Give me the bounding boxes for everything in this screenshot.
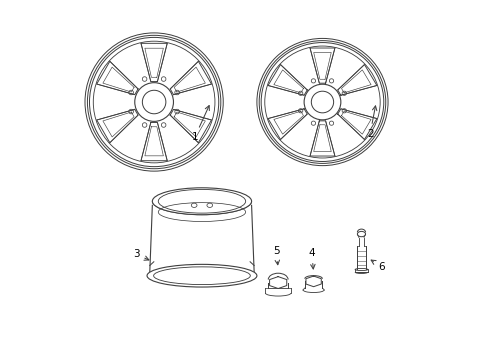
Text: 5: 5 — [272, 246, 279, 265]
Text: 2: 2 — [366, 106, 376, 139]
Ellipse shape — [191, 203, 197, 207]
Text: 3: 3 — [133, 249, 149, 260]
Text: 6: 6 — [370, 260, 385, 272]
Text: 1: 1 — [191, 105, 209, 143]
Ellipse shape — [206, 203, 212, 207]
Ellipse shape — [147, 264, 256, 287]
Ellipse shape — [152, 188, 251, 215]
Text: 4: 4 — [308, 248, 314, 269]
Ellipse shape — [357, 231, 365, 237]
